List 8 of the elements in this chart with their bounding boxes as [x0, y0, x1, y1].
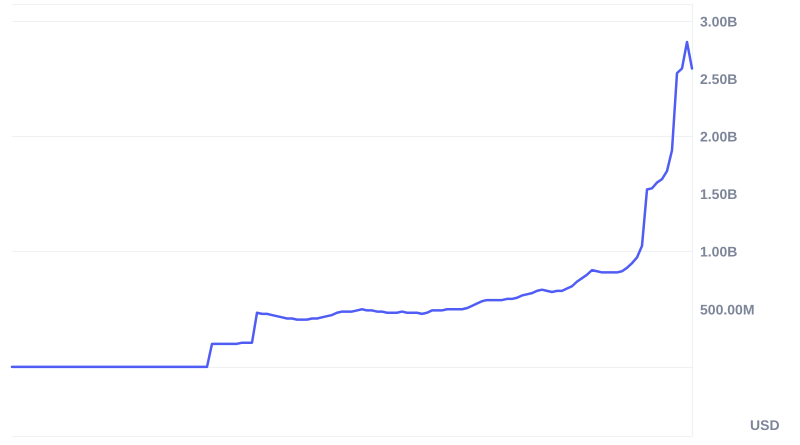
y-tick-label: 1.00B [700, 244, 738, 260]
y-tick-label: 3.00B [700, 13, 738, 30]
line-series [10, 40, 694, 368]
y-tick-label: 1.50B [700, 186, 738, 202]
y-tick-label: 2.00B [700, 128, 738, 144]
y-tick-label: 500.00M [700, 301, 754, 318]
y-tick-label: 2.50B [700, 70, 738, 87]
y-axis-title: USD [750, 417, 780, 433]
